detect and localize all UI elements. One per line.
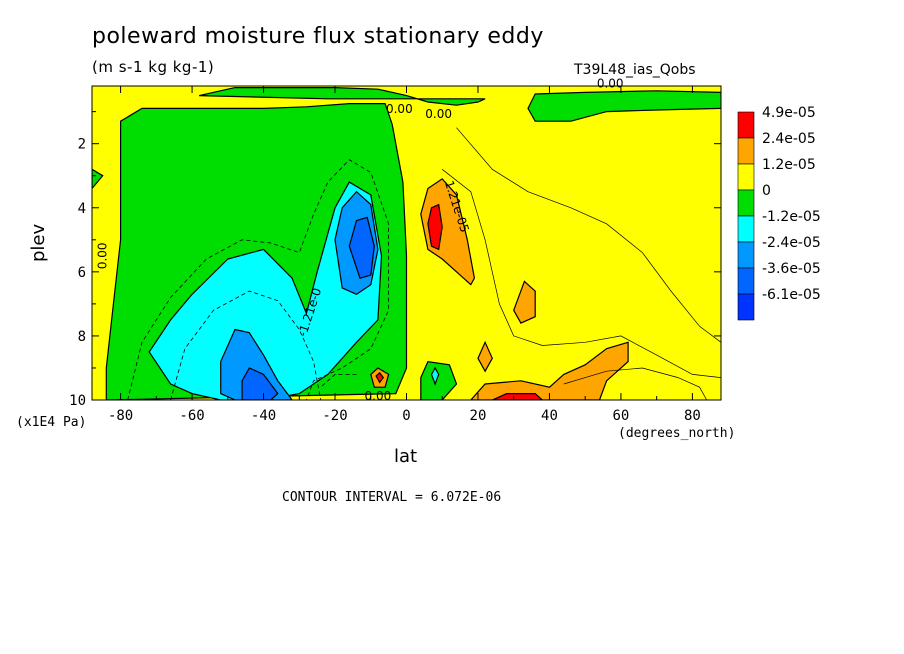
x-tick-label-2: -40	[251, 408, 276, 424]
legend-label-7: -6.1e-05	[762, 287, 821, 303]
y-tick-label-4: 10	[69, 393, 86, 409]
legend-swatch-1	[737, 137, 755, 165]
legend-label-1: 2.4e-05	[762, 131, 816, 147]
contour-label-1: 0.00	[425, 107, 452, 121]
region-nh-pos-2	[427, 203, 443, 251]
chart-units: (m s-1 kg kg-1)	[92, 58, 215, 76]
x-tick-label-5: 20	[470, 408, 487, 424]
region-sh-minus-36-upper	[348, 216, 375, 279]
axes: -80 -60 -40 -20 0 20 40 60 80 2 4 6 8 10	[69, 86, 721, 424]
dashed-contour-0	[127, 159, 390, 400]
region-sh-minus-12	[148, 181, 383, 400]
x-tick-label-0: -80	[108, 408, 133, 424]
region-sh-minus-24-lower	[220, 328, 293, 400]
region-edge-negative	[92, 168, 104, 190]
region-top-negative-band-nh	[527, 90, 721, 122]
solid-contour-2	[563, 367, 708, 400]
x-tick-label-6: 40	[541, 408, 558, 424]
dashed-contour-1	[170, 290, 322, 400]
region-nh-pos-surface-red	[492, 393, 544, 400]
legend-label-4: -1.2e-05	[762, 209, 821, 225]
x-tick-label-8: 80	[684, 408, 701, 424]
region-sh-minus-36-lower	[241, 367, 279, 400]
solid-contour-0	[456, 127, 721, 343]
y-tick-label-0: 2	[78, 137, 86, 153]
y-tick-label-1: 4	[78, 201, 86, 217]
legend-swatch-7	[737, 293, 755, 321]
dashed-contour-2	[320, 373, 357, 388]
chart-title: poleward moisture flux stationary eddy	[92, 24, 544, 49]
legend-label-2: 1.2e-05	[762, 157, 816, 173]
legend-swatch-5	[737, 241, 755, 269]
region-nh-pos-surface	[469, 341, 629, 400]
x-tick-label-4: 0	[402, 408, 410, 424]
legend-label-3: 0	[762, 183, 771, 199]
color-legend: 4.9e-05 2.4e-05 1.2e-05 0 -1.2e-05 -2.4e-05 -3…	[737, 105, 821, 321]
contour-label-3: 0.00	[95, 242, 109, 269]
solid-contour-1	[441, 169, 721, 378]
legend-swatch-3	[737, 189, 755, 217]
region-sfc-cyan-spot	[430, 366, 440, 386]
region-sfc-small-red	[375, 371, 385, 384]
y-axis-units: (x1E4 Pa)	[16, 415, 87, 430]
region-nh-pos-3	[513, 280, 536, 324]
x-tick-label-1: -60	[179, 408, 204, 424]
legend-label-5: -2.4e-05	[762, 235, 821, 251]
contour-label-4: 0.00	[365, 389, 392, 403]
region-top-negative-band	[199, 86, 486, 106]
y-tick-label-3: 8	[78, 329, 86, 345]
source-label: T39L48_ias_Qobs	[574, 62, 696, 78]
legend-label-6: -3.6e-05	[762, 261, 821, 277]
region-nh-pos-1	[420, 178, 476, 286]
region-nh-pos-4	[477, 340, 493, 373]
filled-contours	[92, 86, 721, 400]
legend-swatch-0	[737, 111, 755, 139]
legend-swatch-4	[737, 215, 755, 243]
contour-interval: CONTOUR INTERVAL = 6.072E-06	[282, 490, 502, 505]
contour-label-2: 0.00	[597, 77, 624, 91]
x-axis-label: lat	[394, 446, 418, 467]
region-nh-surface-negative	[420, 360, 458, 400]
contour-label-0: 0.00	[386, 102, 413, 116]
legend-swatch-2	[737, 163, 755, 191]
legend-label-0: 4.9e-05	[762, 105, 816, 121]
contour-lines	[127, 127, 721, 400]
x-axis-units: (degrees_north)	[618, 426, 736, 441]
x-tick-label-7: 60	[613, 408, 630, 424]
y-tick-label-2: 6	[78, 265, 86, 281]
legend-swatch-6	[737, 267, 755, 295]
x-tick-label-3: -20	[322, 408, 347, 424]
